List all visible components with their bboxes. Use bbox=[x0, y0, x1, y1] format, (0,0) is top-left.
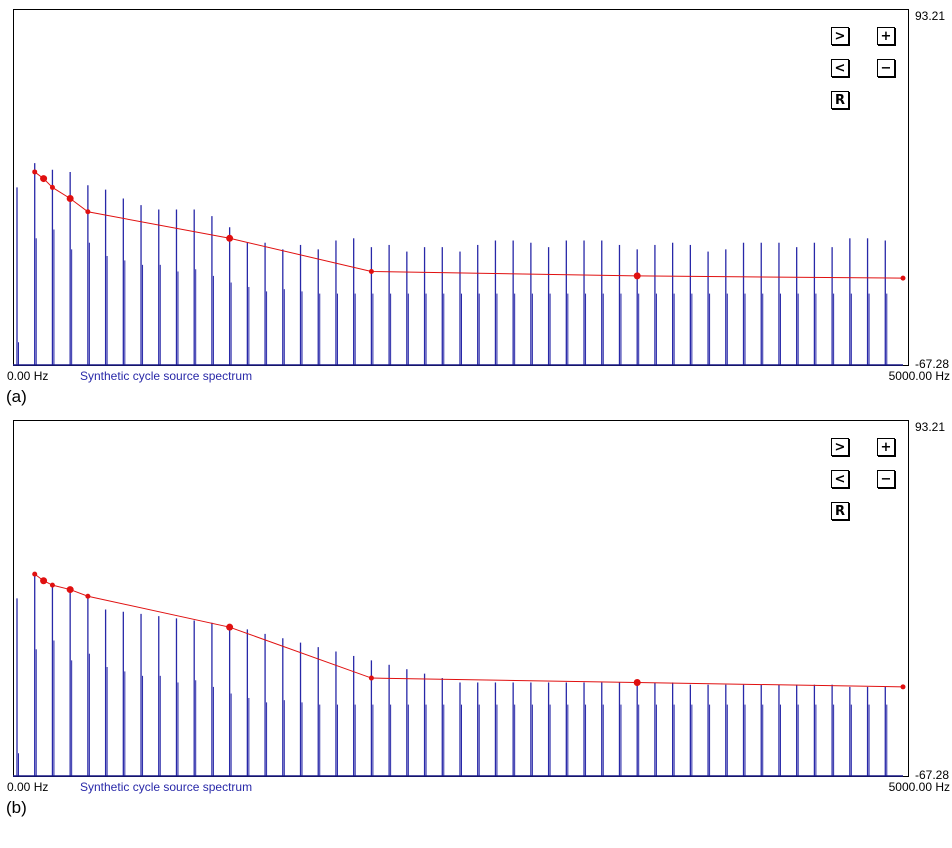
envelope-point bbox=[49, 184, 55, 190]
x-min-label: 0.00 Hz bbox=[7, 780, 49, 794]
spectrum-panel-a: > < R + − 93.21 -67.28 0.00 Hz Synthetic… bbox=[0, 9, 952, 433]
envelope-line bbox=[34, 171, 904, 279]
panel-label: (b) bbox=[6, 798, 27, 817]
spectrum-chart bbox=[13, 163, 906, 366]
envelope-point bbox=[633, 272, 641, 280]
envelope-point bbox=[85, 209, 91, 215]
zoom-out-button[interactable]: − bbox=[877, 470, 895, 488]
y-min-label: -67.28 bbox=[915, 768, 950, 782]
panel-label: (a) bbox=[6, 387, 27, 406]
prev-button[interactable]: < bbox=[831, 59, 849, 77]
envelope-point bbox=[368, 675, 374, 681]
y-max-label: 93.21 bbox=[915, 9, 946, 23]
envelope-point bbox=[633, 678, 641, 686]
x-max-label: 5000.00 Hz bbox=[888, 369, 950, 383]
spectrum-panel-b: > < R + − 93.21 -67.28 0.00 Hz Synthetic… bbox=[0, 420, 952, 844]
envelope-point bbox=[32, 169, 38, 175]
y-max-label: 93.21 bbox=[915, 420, 946, 434]
envelope-point bbox=[226, 623, 234, 631]
envelope-point bbox=[66, 586, 74, 594]
envelope-point bbox=[32, 571, 38, 577]
reset-button[interactable]: R bbox=[831, 502, 849, 520]
envelope-point bbox=[40, 175, 48, 183]
zoom-out-button[interactable]: − bbox=[877, 59, 895, 77]
envelope-point bbox=[85, 593, 91, 599]
reset-button[interactable]: R bbox=[831, 91, 849, 109]
envelope-point bbox=[900, 275, 906, 281]
envelope-point bbox=[900, 684, 906, 690]
prev-button[interactable]: < bbox=[831, 470, 849, 488]
spectrum-chart bbox=[13, 571, 906, 777]
envelope-point bbox=[49, 582, 55, 588]
envelope-point bbox=[226, 234, 234, 242]
x-min-label: 0.00 Hz bbox=[7, 369, 49, 383]
envelope-point bbox=[66, 194, 74, 202]
y-min-label: -67.28 bbox=[915, 357, 950, 371]
next-button[interactable]: > bbox=[831, 27, 849, 45]
x-max-label: 5000.00 Hz bbox=[888, 780, 950, 794]
envelope-point bbox=[40, 577, 48, 585]
envelope-point bbox=[368, 268, 374, 274]
chart-title: Synthetic cycle source spectrum bbox=[80, 369, 253, 383]
zoom-in-button[interactable]: + bbox=[877, 27, 895, 45]
next-button[interactable]: > bbox=[831, 438, 849, 456]
zoom-in-button[interactable]: + bbox=[877, 438, 895, 456]
envelope-line bbox=[34, 573, 904, 688]
chart-title: Synthetic cycle source spectrum bbox=[80, 780, 253, 794]
